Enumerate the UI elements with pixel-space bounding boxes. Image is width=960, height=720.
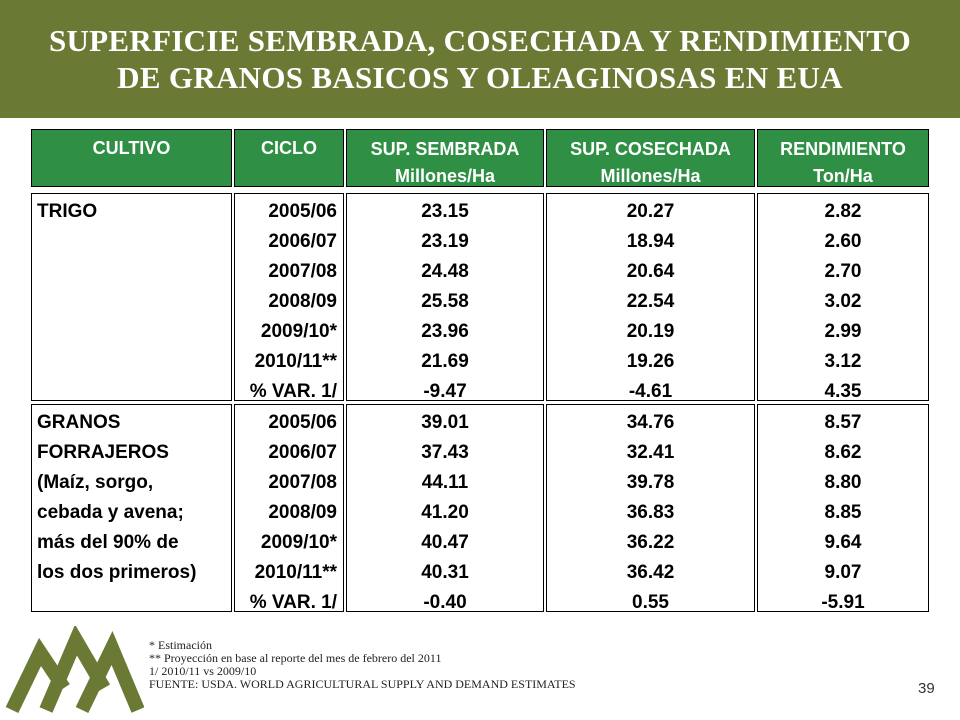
cosechada-value: 34.76: [626, 412, 675, 433]
rendimiento-value: 8.57: [824, 412, 862, 433]
ciclo-value: 2005/06: [268, 201, 337, 222]
header-cosechada-unit: Millones/Ha: [600, 166, 701, 186]
rendimiento-value: 4.35: [824, 381, 862, 402]
rendimiento-value: 8.80: [824, 472, 862, 493]
sembrada-value: 23.19: [421, 231, 469, 252]
cell-granos-rendimiento: 8.57 8.62 8.80 8.85 9.64 9.07 -5.91: [757, 404, 929, 613]
cell-trigo-sembrada: 23.15 23.19 24.48 25.58 23.96 21.69 -9.4…: [346, 193, 544, 402]
rendimiento-value: 2.60: [824, 231, 862, 252]
cultivo-line: los dos primeros): [37, 562, 197, 583]
footnote-estimacion: * Estimación: [149, 638, 212, 652]
header-sup-cosechada: SUP. COSECHADA Millones/Ha: [546, 129, 755, 187]
cultivo-line: (Maíz, sorgo,: [37, 472, 154, 493]
cell-granos-sembrada: 39.01 37.43 44.11 41.20 40.47 40.31 -0.4…: [346, 404, 544, 613]
cosechada-value: 36.22: [626, 532, 675, 553]
ciclo-value: 2008/09: [268, 502, 337, 523]
header-sup-sembrada: SUP. SEMBRADA Millones/Ha: [346, 129, 544, 187]
sembrada-value: 23.15: [421, 201, 469, 222]
sembrada-value: 24.48: [421, 261, 469, 282]
ciclo-value: 2009/10*: [260, 321, 337, 342]
ciclo-value: 2007/08: [268, 261, 337, 282]
sembrada-value: 21.69: [421, 351, 469, 372]
header-rendimiento-unit: Ton/Ha: [813, 166, 873, 186]
cell-granos-cultivo: GRANOS FORRAJEROS (Maíz, sorgo, cebada y…: [31, 404, 232, 612]
ciclo-value: 2006/07: [268, 442, 337, 463]
cosechada-value: 20.27: [626, 201, 675, 222]
sembrada-value: 39.01: [421, 412, 469, 433]
ciclo-value: % VAR. 1/: [249, 381, 337, 402]
ciclo-value: 2007/08: [268, 472, 337, 493]
footnote-fuente: FUENTE: USDA. WORLD AGRICULTURAL SUPPLY …: [149, 677, 576, 691]
sembrada-value: -0.40: [423, 592, 467, 613]
sembrada-value: 44.11: [421, 472, 469, 493]
page-number: 39: [918, 680, 935, 697]
rendimiento-value: 2.82: [824, 201, 862, 222]
cosechada-value: 19.26: [626, 351, 675, 372]
cell-trigo-cosechada: 20.27 18.94 20.64 22.54 20.19 19.26 -4.6…: [546, 193, 755, 402]
header-ciclo-label: CICLO: [261, 138, 317, 158]
sembrada-value: -9.47: [423, 381, 467, 402]
title-line-2: DE GRANOS BASICOS Y OLEAGINOSAS EN EUA: [117, 60, 843, 95]
rendimiento-value: 2.70: [824, 261, 862, 282]
cosechada-value: 22.54: [626, 291, 675, 312]
footnote-proyeccion: ** Proyección en base al reporte del mes…: [149, 651, 442, 665]
rendimiento-value: 3.12: [824, 351, 862, 372]
header-ciclo: CICLO: [234, 129, 344, 187]
footnote-variacion: 1/ 2010/11 vs 2009/10: [149, 664, 257, 678]
rendimiento-value: 9.07: [824, 562, 862, 583]
cosechada-value: 20.64: [626, 261, 675, 282]
title-line-1: SUPERFICIE SEMBRADA, COSECHADA Y RENDIMI…: [48, 23, 912, 58]
sembrada-value: 37.43: [421, 442, 469, 463]
header-sembrada-label: SUP. SEMBRADA: [370, 139, 520, 159]
sembrada-value: 23.96: [421, 321, 469, 342]
rendimiento-value: 8.85: [824, 502, 862, 523]
rendimiento-value: 9.64: [824, 532, 862, 553]
mountain-logo-icon: [5, 626, 144, 714]
cosechada-value: 39.78: [626, 472, 675, 493]
rendimiento-value: 3.02: [824, 291, 862, 312]
header-rendimiento-label: RENDIMIENTO: [780, 139, 906, 159]
ciclo-value: 2010/11**: [254, 351, 337, 372]
sembrada-value: 40.47: [421, 532, 469, 553]
header-cultivo: CULTIVO: [31, 129, 232, 187]
header-sembrada-unit: Millones/Ha: [394, 166, 496, 186]
ciclo-value: % VAR. 1/: [249, 592, 337, 613]
cultivo-line: GRANOS: [37, 412, 121, 433]
cell-trigo-rendimiento: 2.82 2.60 2.70 3.02 2.99 3.12 4.35: [757, 193, 929, 402]
rendimiento-value: -5.91: [821, 592, 865, 613]
cultivo-line: TRIGO: [37, 201, 98, 222]
cell-trigo-ciclo: 2005/06 2006/07 2007/08 2008/09 2009/10*…: [234, 193, 344, 402]
ciclo-value: 2008/09: [268, 291, 337, 312]
cosechada-value: 36.42: [626, 562, 675, 583]
sembrada-value: 40.31: [421, 562, 469, 583]
page-title: SUPERFICIE SEMBRADA, COSECHADA Y RENDIMI…: [0, 22, 960, 96]
ciclo-value: 2009/10*: [260, 532, 337, 553]
sembrada-value: 41.20: [421, 502, 469, 523]
cosechada-value: 20.19: [626, 321, 675, 342]
cultivo-line: FORRAJEROS: [37, 442, 169, 463]
footnotes: * Estimación ** Proyección en base al re…: [149, 639, 576, 691]
header-cultivo-label: CULTIVO: [92, 138, 171, 158]
cosechada-value: 0.55: [632, 592, 669, 613]
ciclo-value: 2006/07: [268, 231, 337, 252]
header-rendimiento: RENDIMIENTO Ton/Ha: [757, 129, 929, 187]
title-banner: SUPERFICIE SEMBRADA, COSECHADA Y RENDIMI…: [0, 0, 960, 118]
cosechada-value: -4.61: [628, 381, 673, 402]
cultivo-line: más del 90% de: [37, 532, 179, 553]
rendimiento-value: 2.99: [824, 321, 862, 342]
cell-trigo-cultivo: TRIGO: [31, 193, 232, 401]
cosechada-value: 18.94: [626, 231, 675, 252]
cell-granos-cosechada: 34.76 32.41 39.78 36.83 36.22 36.42 0.55: [546, 404, 755, 613]
cultivo-line: cebada y avena;: [37, 502, 184, 523]
cosechada-value: 36.83: [626, 502, 675, 523]
ciclo-value: 2005/06: [268, 412, 337, 433]
cell-granos-ciclo: 2005/06 2006/07 2007/08 2008/09 2009/10*…: [234, 404, 344, 613]
sembrada-value: 25.58: [421, 291, 469, 312]
cosechada-value: 32.41: [626, 442, 675, 463]
ciclo-value: 2010/11**: [254, 562, 337, 583]
header-cosechada-label: SUP. COSECHADA: [570, 139, 731, 159]
rendimiento-value: 8.62: [824, 442, 862, 463]
